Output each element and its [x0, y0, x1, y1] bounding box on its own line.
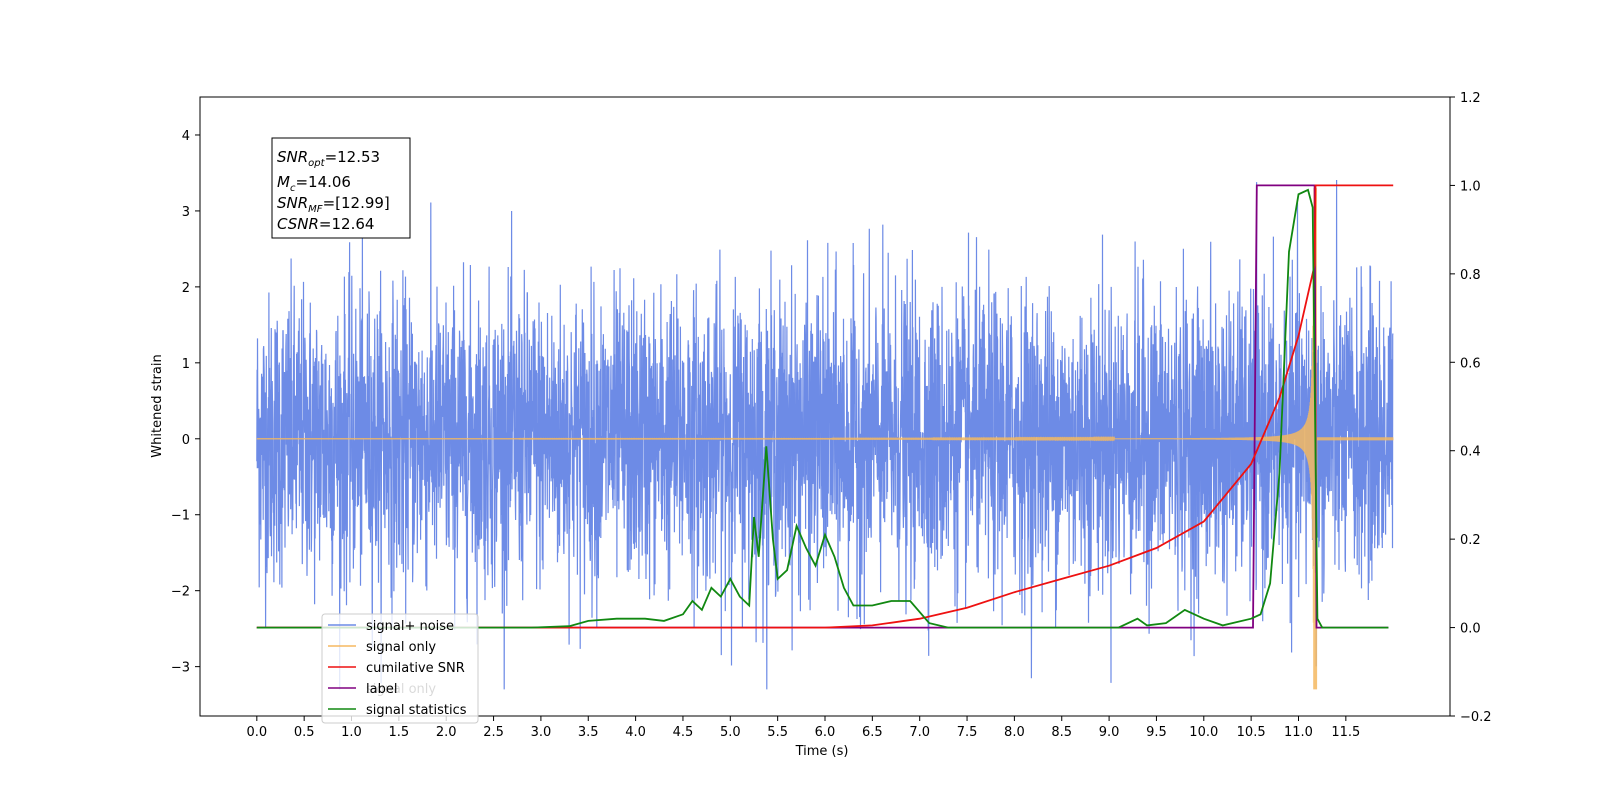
- x-tick-label: 8.5: [1051, 725, 1072, 740]
- y-tick-label-left: 4: [182, 129, 190, 144]
- x-tick-label: 2.5: [483, 725, 504, 740]
- x-tick-label: 3.5: [578, 725, 599, 740]
- y-tick-label-right: 0.0: [1460, 622, 1481, 637]
- x-axis-label: Time (s): [795, 744, 849, 759]
- x-tick-label: 0.5: [294, 725, 315, 740]
- x-tick-label: 9.0: [1099, 725, 1120, 740]
- x-ticks: 0.0 0.5 1.0 1.5 2.0 2.5 3.0 3.5 4.0 4.5 5.0 5.5 6.0 6…: [246, 716, 1360, 740]
- annotation-csnr: CSNR=12.64: [277, 215, 374, 233]
- y-tick-label-right: 0.8: [1460, 268, 1481, 283]
- x-tick-label: 10.5: [1237, 725, 1266, 740]
- x-tick-label: 11.5: [1331, 725, 1360, 740]
- y-tick-label-right: 0.4: [1460, 445, 1481, 460]
- y-tick-label-left: 3: [182, 205, 190, 220]
- x-tick-label: 1.5: [389, 725, 410, 740]
- y-tick-label-right: 0.6: [1460, 356, 1481, 371]
- y-tick-label-left: 1: [182, 357, 190, 372]
- annotation-mc: Mc=14.06: [277, 173, 351, 194]
- x-tick-label: 2.0: [436, 725, 457, 740]
- y-ticks-left: −3 −2 −1 0 1 2 3 4: [171, 129, 200, 676]
- legend-signal-only: signal only: [366, 640, 436, 655]
- y-tick-label-left: 2: [182, 281, 190, 296]
- signal-layer: [256, 188, 1394, 690]
- x-tick-label: 5.0: [720, 725, 741, 740]
- legend-signal-only-faded: signal only: [366, 682, 436, 697]
- lines-layer: [256, 184, 1394, 629]
- y-ticks-right: −0.2 0.0 0.2 0.4 0.6 0.8 1.0 1.2: [1450, 91, 1492, 725]
- x-tick-label: 8.0: [1004, 725, 1025, 740]
- y-tick-label-right: 1.0: [1460, 179, 1481, 194]
- series-signal-only: [256, 188, 1394, 690]
- series-cumulative-snr: [256, 184, 1394, 629]
- x-tick-label: 9.5: [1146, 725, 1167, 740]
- series-signal-statistics: [256, 188, 1389, 629]
- x-tick-label: 1.0: [341, 725, 362, 740]
- y-tick-label-left: −1: [171, 509, 190, 524]
- annotation-box: SNRopt=12.53 Mc=14.06 SNRMF=[12.99] CSNR…: [271, 137, 411, 239]
- x-tick-label: 7.5: [957, 725, 978, 740]
- x-tick-label: 5.5: [767, 725, 788, 740]
- annotation-snr-opt: SNRopt=12.53: [277, 148, 380, 169]
- y-tick-label-left: 0: [182, 433, 190, 448]
- x-tick-label: 6.5: [862, 725, 883, 740]
- x-tick-label: 10.0: [1189, 725, 1218, 740]
- y-tick-label-right: 0.2: [1460, 533, 1481, 548]
- legend-signal-statistics: signal statistics: [366, 703, 467, 718]
- x-tick-label: 6.0: [815, 725, 836, 740]
- y-tick-label-left: −3: [171, 661, 190, 676]
- x-tick-label: 11.0: [1284, 725, 1313, 740]
- noise-layer: [256, 179, 1394, 690]
- series-signal-noise: [256, 179, 1394, 690]
- legend-label: label: [366, 682, 397, 697]
- x-tick-label: 3.0: [531, 725, 552, 740]
- x-tick-label: 7.0: [909, 725, 930, 740]
- legend-signal-noise: signal+ noise: [366, 619, 454, 634]
- y-axis-label: Whitened strain: [150, 354, 165, 457]
- x-tick-label: 4.0: [625, 725, 646, 740]
- annotation-snr-mf: SNRMF=[12.99]: [277, 194, 390, 215]
- x-tick-label: 0.0: [246, 725, 267, 740]
- y-tick-label-right: 1.2: [1460, 91, 1481, 106]
- legend-cumulative-snr: cumilative SNR: [366, 661, 465, 676]
- y-tick-label-left: −2: [171, 585, 190, 600]
- y-tick-label-right: −0.2: [1460, 710, 1492, 725]
- legend: signal+ noise signal only cumilative SNR…: [321, 613, 479, 724]
- x-tick-label: 4.5: [673, 725, 694, 740]
